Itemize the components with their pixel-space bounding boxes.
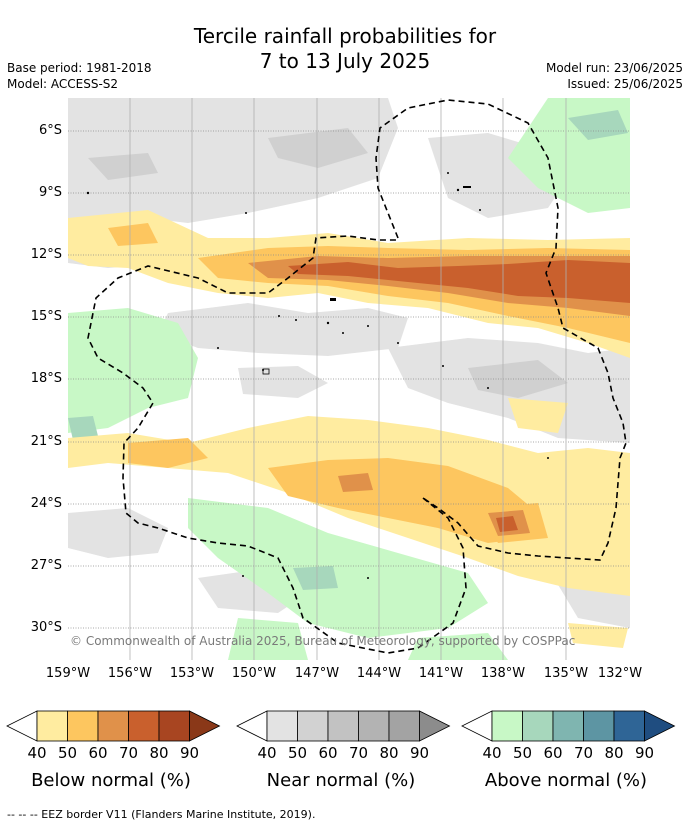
near-tick: 90 xyxy=(409,744,430,762)
lat-tick: 21°S xyxy=(30,434,62,449)
below-swatch xyxy=(97,710,129,742)
colorbar-above-swatches xyxy=(461,710,676,742)
meta-right: Model run: 23/06/2025 Issued: 25/06/2025 xyxy=(546,60,683,92)
near-normal-label: Near normal (%) xyxy=(266,770,416,791)
near-tick: 60 xyxy=(318,744,338,762)
issued-date: Issued: 25/06/2025 xyxy=(567,77,683,91)
near-tick: 70 xyxy=(348,744,369,762)
below-swatch xyxy=(67,710,99,742)
model-run: Model run: 23/06/2025 xyxy=(545,61,683,75)
above-swatch xyxy=(522,710,554,742)
lon-tick: 132°W xyxy=(597,666,643,681)
near-swatch xyxy=(388,710,420,742)
colorbar-above-normal: 40 50 60 70 80 90 Above normal (%) xyxy=(461,710,676,800)
above-tick: 60 xyxy=(543,744,563,762)
above-tick: 80 xyxy=(604,744,624,762)
colorbar-near-swatches xyxy=(236,710,451,742)
lon-tick: 150°W xyxy=(231,666,277,681)
above-swatch xyxy=(613,710,645,742)
near-tick: 80 xyxy=(379,744,399,762)
lon-tick: 141°W xyxy=(418,666,464,681)
lat-tick: 9°S xyxy=(38,185,62,200)
lat-tick: 30°S xyxy=(30,620,62,635)
below-tick: 50 xyxy=(57,744,78,762)
below-tick: 40 xyxy=(27,744,47,762)
near-tick: 40 xyxy=(257,744,277,762)
lat-tick: 18°S xyxy=(30,371,62,386)
islands xyxy=(86,172,549,579)
map-title: Tercile rainfall probabilities for 7 to … xyxy=(0,24,690,74)
title-line-1: Tercile rainfall probabilities for xyxy=(193,24,497,48)
lat-tick: 15°S xyxy=(30,309,62,324)
lat-tick: 27°S xyxy=(30,558,62,573)
lon-tick: 144°W xyxy=(356,666,402,681)
title-line-2: 7 to 13 July 2025 xyxy=(259,49,431,73)
below-tick: 60 xyxy=(88,744,108,762)
near-swatch xyxy=(297,710,329,742)
colorbar-near-normal: 40 50 60 70 80 90 Near normal (%) xyxy=(236,710,451,800)
probability-map xyxy=(68,98,630,660)
above-tick: 40 xyxy=(482,744,502,762)
below-tick: 80 xyxy=(149,744,169,762)
lat-tick: 6°S xyxy=(38,123,62,138)
below-normal-70 xyxy=(288,260,630,532)
eez-footnote: -- -- -- EEZ border V11 (Flanders Marine… xyxy=(7,808,316,821)
near-tick: 50 xyxy=(287,744,308,762)
near-swatch xyxy=(358,710,390,742)
above-tick: 90 xyxy=(634,744,655,762)
above-normal-label: Above normal (%) xyxy=(484,770,648,791)
near-swatch xyxy=(327,710,359,742)
lon-tick: 156°W xyxy=(107,666,153,681)
colorbar-below-normal: 40 50 60 70 80 90 Below normal (%) xyxy=(6,710,221,800)
graticule xyxy=(68,130,630,629)
lon-tick: 138°W xyxy=(480,666,526,681)
meta-left: Base period: 1981-2018 Model: ACCESS-S2 xyxy=(7,60,152,92)
above-tick: 50 xyxy=(512,744,533,762)
above-swatch xyxy=(491,710,523,742)
map-area: © Commonwealth of Australia 2025, Bureau… xyxy=(68,98,630,660)
above-swatch xyxy=(552,710,584,742)
model-name: Model: ACCESS-S2 xyxy=(7,77,119,91)
below-swatch xyxy=(36,710,68,742)
below-tick: 70 xyxy=(118,744,139,762)
colorbar-below-swatches xyxy=(6,710,221,742)
lon-tick: 147°W xyxy=(294,666,340,681)
above-normal-50 xyxy=(68,110,628,590)
lon-tick: 153°W xyxy=(169,666,215,681)
copyright-notice: © Commonwealth of Australia 2025, Bureau… xyxy=(70,634,576,648)
lat-tick: 12°S xyxy=(30,247,62,262)
below-swatch xyxy=(158,710,190,742)
below-swatch xyxy=(128,710,160,742)
above-tick: 70 xyxy=(573,744,594,762)
near-swatch xyxy=(266,710,298,742)
eez-border xyxy=(87,99,627,654)
above-swatch xyxy=(583,710,615,742)
lon-tick: 135°W xyxy=(543,666,589,681)
base-period: Base period: 1981-2018 xyxy=(7,61,152,75)
lon-tick: 159°W xyxy=(45,666,91,681)
below-normal-label: Below normal (%) xyxy=(31,770,191,791)
lat-tick: 24°S xyxy=(30,496,62,511)
below-tick: 90 xyxy=(179,744,200,762)
